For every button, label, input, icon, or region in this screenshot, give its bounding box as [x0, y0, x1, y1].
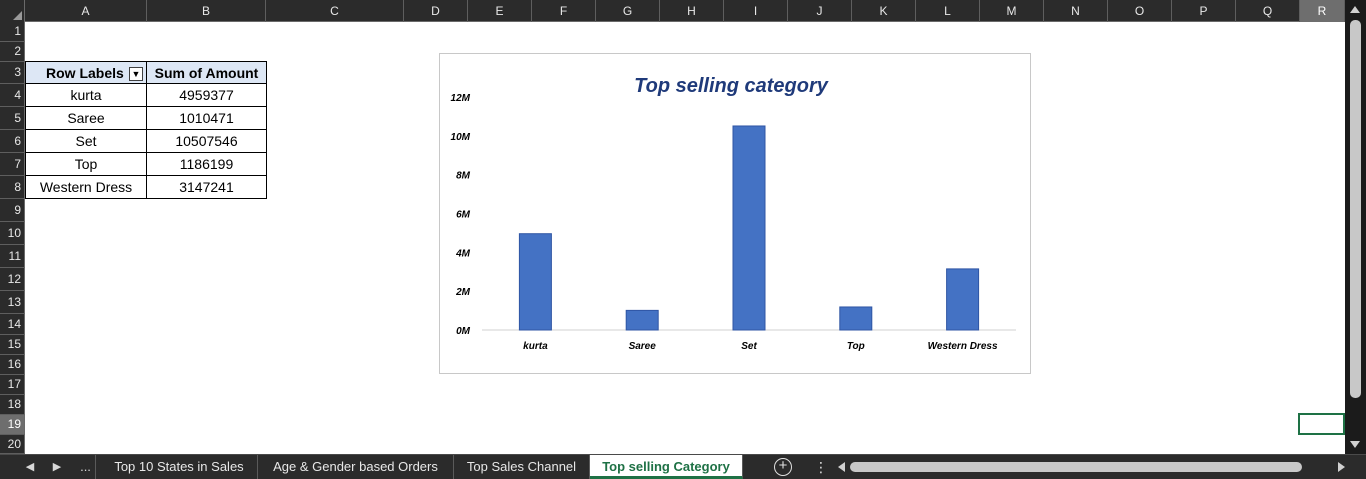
row-header-bar: 1 2 3 4 5 6 7 8 9 10 11 12 13 14 15 16 17 18 19 20	[0, 22, 25, 454]
row-header-20[interactable]: 20	[0, 435, 25, 454]
column-header-n[interactable]: N	[1044, 0, 1108, 22]
y-tick-label: 8M	[456, 171, 471, 182]
column-header-l[interactable]: L	[916, 0, 980, 22]
row-header-6[interactable]: 6	[0, 130, 25, 153]
pivot-row-label[interactable]: Western Dress	[25, 176, 147, 199]
row-header-13[interactable]: 13	[0, 291, 25, 314]
pivot-row-label[interactable]: Set	[25, 130, 147, 153]
row-header-11[interactable]: 11	[0, 245, 25, 268]
y-tick-label: 12M	[451, 93, 471, 104]
sheet-tab-bar: ◀ ▶ ... Top 10 States in Sales Age & Gen…	[0, 454, 1366, 479]
row-header-5[interactable]: 5	[0, 107, 25, 130]
column-header-e[interactable]: E	[468, 0, 532, 22]
tab-bar-options-icon[interactable]: ⋮	[814, 459, 828, 475]
scroll-up-icon[interactable]	[1350, 6, 1360, 13]
new-sheet-icon[interactable]: +	[774, 458, 792, 476]
x-tick-label: Western Dress	[928, 341, 998, 352]
pivot-row-value[interactable]: 1010471	[147, 107, 267, 130]
y-tick-label: 6M	[456, 210, 471, 221]
scroll-left-icon[interactable]	[838, 462, 845, 472]
tab-top-10-states-in-sales[interactable]: Top 10 States in Sales	[101, 455, 258, 479]
horizontal-scroll-thumb[interactable]	[850, 462, 1302, 472]
column-header-i[interactable]: I	[724, 0, 788, 22]
pivot-row-value[interactable]: 4959377	[147, 84, 267, 107]
row-header-8[interactable]: 8	[0, 176, 25, 199]
column-header-a[interactable]: A	[25, 0, 147, 22]
pivot-row-label[interactable]: kurta	[25, 84, 147, 107]
pivot-row-label[interactable]: Top	[25, 153, 147, 176]
chart-title[interactable]: Top selling category	[634, 75, 829, 97]
pivot-row-value[interactable]: 10507546	[147, 130, 267, 153]
row-header-19[interactable]: 19	[0, 415, 25, 435]
row-header-17[interactable]: 17	[0, 375, 25, 395]
x-tick-label: Set	[741, 341, 757, 352]
row-header-9[interactable]: 9	[0, 199, 25, 222]
filter-dropdown-icon[interactable]: ▼	[129, 67, 143, 81]
bar-saree[interactable]	[625, 309, 659, 331]
pivot-header-row-labels-text: Row Labels	[46, 65, 124, 81]
column-header-b[interactable]: B	[147, 0, 266, 22]
row-header-1[interactable]: 1	[0, 22, 25, 42]
row-header-10[interactable]: 10	[0, 222, 25, 245]
tab-age-gender-based-orders[interactable]: Age & Gender based Orders	[258, 455, 454, 479]
tab-scroll-left-icon[interactable]: ◀	[25, 461, 35, 473]
y-tick-label: 0M	[456, 326, 471, 337]
row-header-18[interactable]: 18	[0, 395, 25, 415]
pivot-row-label[interactable]: Saree	[25, 107, 147, 130]
y-tick-label: 2M	[455, 287, 471, 298]
pivot-row-value[interactable]: 1186199	[147, 153, 267, 176]
horizontal-scrollbar[interactable]	[836, 459, 1347, 475]
row-header-7[interactable]: 7	[0, 153, 25, 176]
column-header-q[interactable]: Q	[1236, 0, 1300, 22]
bar-top[interactable]	[839, 306, 873, 331]
chart-top-selling-category[interactable]: Top selling category 0M 2M 4M 6M 8M 10M 12M kurt…	[439, 53, 1031, 374]
row-header-14[interactable]: 14	[0, 314, 25, 335]
x-tick-label: kurta	[523, 341, 548, 352]
column-header-o[interactable]: O	[1108, 0, 1172, 22]
row-header-16[interactable]: 16	[0, 355, 25, 375]
row-header-4[interactable]: 4	[0, 84, 25, 107]
column-header-d[interactable]: D	[404, 0, 468, 22]
column-header-k[interactable]: K	[852, 0, 916, 22]
chart-canvas: Top selling category 0M 2M 4M 6M 8M 10M 12M kurt…	[451, 75, 1016, 352]
tab-top-sales-channel[interactable]: Top Sales Channel	[454, 455, 590, 479]
pivot-header-sum-of-amount[interactable]: Sum of Amount	[147, 61, 267, 84]
column-header-m[interactable]: M	[980, 0, 1044, 22]
column-header-r[interactable]: R	[1300, 0, 1345, 22]
row-header-12[interactable]: 12	[0, 268, 25, 291]
row-header-3[interactable]: 3	[0, 62, 25, 84]
x-tick-label: Saree	[629, 341, 657, 352]
bar-kurta[interactable]	[518, 233, 552, 331]
vertical-scroll-thumb[interactable]	[1350, 20, 1361, 398]
pivot-row-value[interactable]: 3147241	[147, 176, 267, 199]
y-tick-label: 4M	[455, 248, 471, 259]
column-header-h[interactable]: H	[660, 0, 724, 22]
row-header-2[interactable]: 2	[0, 42, 25, 62]
select-all-corner[interactable]	[0, 0, 25, 22]
worksheet-grid[interactable]: Row Labels ▼ Sum of Amount kurta 4959377 S…	[25, 22, 1345, 454]
scroll-down-icon[interactable]	[1350, 441, 1360, 448]
tab-top-selling-category[interactable]: Top selling Category	[590, 455, 743, 479]
x-tick-label: Top	[847, 341, 865, 352]
more-tabs-button[interactable]: ...	[76, 455, 96, 479]
row-header-15[interactable]: 15	[0, 335, 25, 355]
scroll-right-icon[interactable]	[1338, 462, 1345, 472]
select-all-icon	[13, 11, 22, 20]
y-tick-label: 10M	[451, 132, 471, 143]
column-header-p[interactable]: P	[1172, 0, 1236, 22]
bar-western-dress[interactable]	[946, 268, 980, 331]
vertical-scrollbar[interactable]	[1345, 0, 1366, 454]
column-header-f[interactable]: F	[532, 0, 596, 22]
column-header-c[interactable]: C	[266, 0, 404, 22]
tab-scroll-right-icon[interactable]: ▶	[52, 461, 62, 473]
column-header-j[interactable]: J	[788, 0, 852, 22]
active-cell-selection[interactable]	[1298, 413, 1345, 435]
pivot-header-row-labels[interactable]: Row Labels ▼	[25, 61, 147, 84]
column-header-g[interactable]: G	[596, 0, 660, 22]
bar-set[interactable]	[732, 125, 766, 331]
